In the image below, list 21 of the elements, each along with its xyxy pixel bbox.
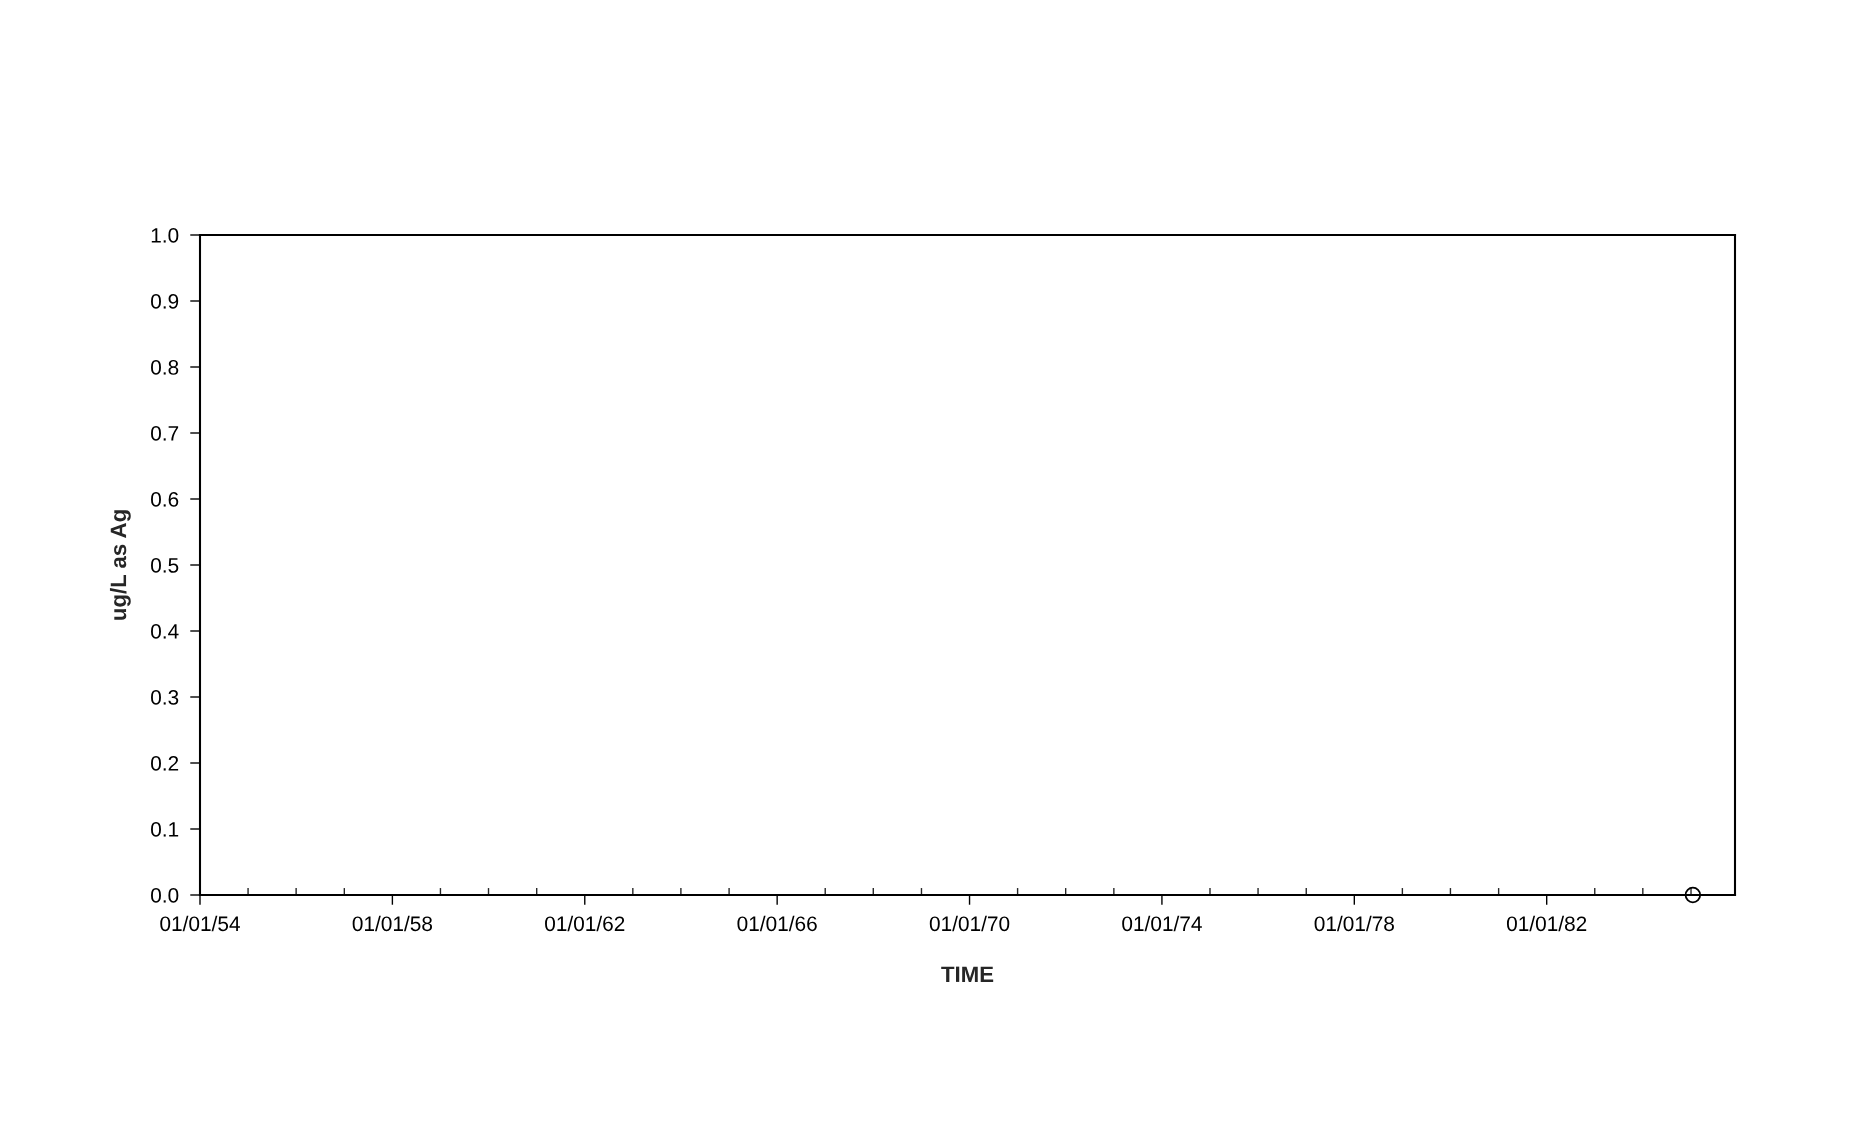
y-tick-label: 0.6 <box>151 492 179 507</box>
y-tick-label: 0.0 <box>151 888 179 903</box>
y-tick-label: 0.2 <box>151 756 179 771</box>
y-axis-title: ug/L as Ag <box>109 510 131 620</box>
x-tick-label: 01/01/78 <box>1314 915 1394 932</box>
y-tick-label: 0.7 <box>151 426 179 441</box>
x-tick-label: 01/01/54 <box>160 915 240 932</box>
x-tick-label: 01/01/58 <box>352 915 433 932</box>
y-tick-label: 0.5 <box>151 558 179 573</box>
x-tick-label: 01/01/82 <box>1506 915 1587 932</box>
y-tick-label: 0.4 <box>151 624 179 639</box>
y-tick-label: 0.8 <box>151 360 179 375</box>
x-axis-title: TIME <box>941 966 994 982</box>
x-tick-label: 01/01/74 <box>1122 915 1202 932</box>
x-tick-label: 01/01/66 <box>737 915 817 932</box>
y-tick-label: 0.9 <box>151 294 179 309</box>
x-tick-label: 01/01/70 <box>929 915 1010 932</box>
y-tick-label: 1.0 <box>151 228 179 243</box>
x-tick-label: 01/01/62 <box>545 915 625 932</box>
y-tick-label: 0.3 <box>151 690 179 705</box>
y-tick-label: 0.1 <box>151 822 179 837</box>
